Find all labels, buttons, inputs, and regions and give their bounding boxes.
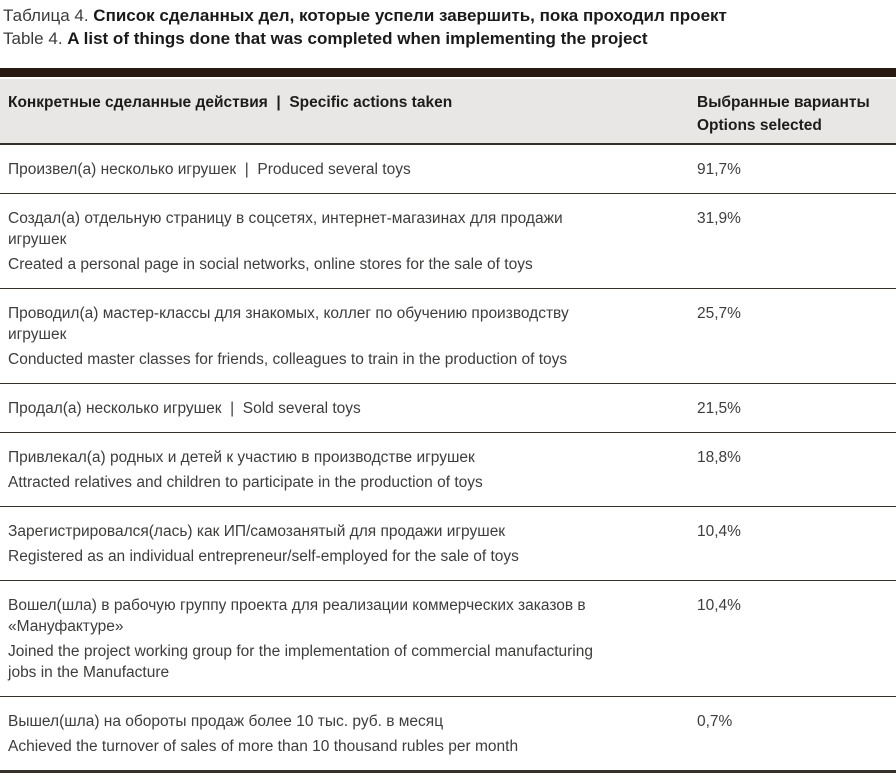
- action-cell: Вышел(шла) на обороты продаж более 10 ты…: [0, 711, 697, 757]
- action-text-line: Created a personal page in social networ…: [8, 256, 533, 273]
- action-cell: Проводил(а) мастер-классы для знакомых, …: [0, 303, 697, 370]
- percentage-value: 21,5%: [697, 400, 741, 417]
- action-text-block: Вышел(шла) на обороты продаж более 10 ты…: [8, 711, 697, 732]
- table-header-row: Конкретные сделанные действия | Specific…: [0, 79, 896, 145]
- action-text-block: Произвел(а) несколько игрушек | Produced…: [8, 159, 697, 180]
- table-caption: Таблица 4. Список сделанных дел, которые…: [0, 4, 896, 50]
- caption-en-title: A list of things done that was completed…: [67, 29, 648, 48]
- action-text-line: Проводил(а) мастер-классы для знакомых, …: [8, 305, 569, 322]
- table-row: Привлекал(а) родных и детей к участию в …: [0, 433, 896, 507]
- action-cell: Вошел(шла) в рабочую группу проекта для …: [0, 595, 697, 683]
- action-text-block: Привлекал(а) родных и детей к участию в …: [8, 447, 697, 468]
- action-cell: Продал(а) несколько игрушек | Sold sever…: [0, 398, 697, 419]
- percentage-value: 91,7%: [697, 161, 741, 178]
- table-row: Зарегистрировался(лась) как ИП/самозанят…: [0, 507, 896, 581]
- percentage-value: 31,9%: [697, 210, 741, 227]
- table-row: Проводил(а) мастер-классы для знакомых, …: [0, 289, 896, 384]
- action-text-line: Вошел(шла) в рабочую группу проекта для …: [8, 597, 586, 614]
- percentage-value: 0,7%: [697, 713, 733, 730]
- action-text-block: Joined the project working group for the…: [8, 641, 697, 683]
- caption-line-en: Table 4. A list of things done that was …: [3, 27, 896, 50]
- action-text-line: игрушек: [8, 326, 67, 343]
- action-text-block: Продал(а) несколько игрушек | Sold sever…: [8, 398, 697, 419]
- action-text-line: Вышел(шла) на обороты продаж более 10 ты…: [8, 713, 444, 730]
- table-row: Продал(а) несколько игрушек | Sold sever…: [0, 384, 896, 433]
- action-text-line: Registered as an individual entrepreneur…: [8, 548, 519, 565]
- action-text-block: Зарегистрировался(лась) как ИП/самозанят…: [8, 521, 697, 542]
- table-row: Произвел(а) несколько игрушек | Produced…: [0, 145, 896, 194]
- action-text-line: Создал(а) отдельную страницу в соцсетях,…: [8, 210, 563, 227]
- caption-ru-label: Таблица 4.: [3, 6, 89, 25]
- table-row: Вышел(шла) на обороты продаж более 10 ты…: [0, 697, 896, 773]
- action-text-line: Conducted master classes for friends, co…: [8, 351, 568, 368]
- percentage-value: 18,8%: [697, 449, 741, 466]
- action-text-block: Achieved the turnover of sales of more t…: [8, 736, 697, 757]
- percentage-value: 10,4%: [697, 597, 741, 614]
- table-top-border: [0, 68, 896, 77]
- action-text-line: игрушек: [8, 231, 67, 248]
- caption-en-label: Table 4.: [3, 29, 63, 48]
- header-options-en: Options selected: [697, 117, 822, 134]
- action-text-block: Вошел(шла) в рабочую группу проекта для …: [8, 595, 697, 637]
- header-options-column: Выбранные варианты Options selected: [697, 91, 896, 137]
- action-text-line: Продал(а) несколько игрушек | Sold sever…: [8, 400, 361, 417]
- action-text-line: Achieved the turnover of sales of more t…: [8, 738, 519, 755]
- percentage-value: 10,4%: [697, 523, 741, 540]
- action-text-block: Проводил(а) мастер-классы для знакомых, …: [8, 303, 697, 345]
- action-text-block: Attracted relatives and children to part…: [8, 472, 697, 493]
- action-text-line: Привлекал(а) родных и детей к участию в …: [8, 449, 475, 466]
- table-body: Произвел(а) несколько игрушек | Produced…: [0, 145, 896, 773]
- action-text-line: Произвел(а) несколько игрушек | Produced…: [8, 161, 411, 178]
- action-cell: Привлекал(а) родных и детей к участию в …: [0, 447, 697, 493]
- action-text-line: jobs in the Manufacture: [8, 664, 170, 681]
- action-text-line: Attracted relatives and children to part…: [8, 474, 483, 491]
- table-row: Вошел(шла) в рабочую группу проекта для …: [0, 581, 896, 697]
- action-text-block: Создал(а) отдельную страницу в соцсетях,…: [8, 208, 697, 250]
- results-table: Конкретные сделанные действия | Specific…: [0, 68, 896, 773]
- action-cell: Создал(а) отдельную страницу в соцсетях,…: [0, 208, 697, 275]
- action-text-line: Joined the project working group for the…: [8, 643, 593, 660]
- caption-line-ru: Таблица 4. Список сделанных дел, которые…: [3, 4, 896, 27]
- action-cell: Зарегистрировался(лась) как ИП/самозанят…: [0, 521, 697, 567]
- header-actions-column: Конкретные сделанные действия | Specific…: [8, 94, 453, 111]
- action-text-block: Created a personal page in social networ…: [8, 254, 697, 275]
- action-text-block: Registered as an individual entrepreneur…: [8, 546, 697, 567]
- caption-ru-title: Список сделанных дел, которые успели зав…: [93, 6, 727, 25]
- percentage-value: 25,7%: [697, 305, 741, 322]
- action-text-block: Conducted master classes for friends, co…: [8, 349, 697, 370]
- action-text-line: Зарегистрировался(лась) как ИП/самозанят…: [8, 523, 506, 540]
- action-cell: Произвел(а) несколько игрушек | Produced…: [0, 159, 697, 180]
- header-options-ru: Выбранные варианты: [697, 94, 870, 111]
- action-text-line: «Мануфактуре»: [8, 618, 124, 635]
- table-row: Создал(а) отдельную страницу в соцсетях,…: [0, 194, 896, 289]
